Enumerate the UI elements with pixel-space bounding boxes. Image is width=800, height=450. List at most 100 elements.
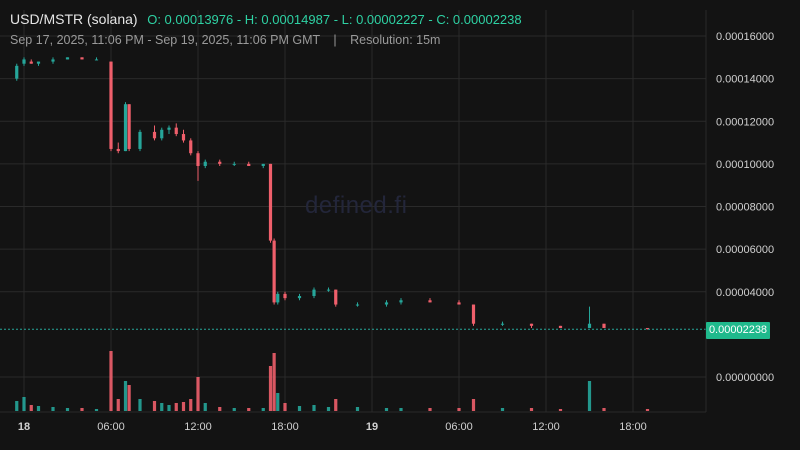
volume-bar [167,405,171,411]
volume-bar [268,366,273,411]
volume-bar [645,409,650,411]
volume-bar [384,408,389,411]
candle-body [645,327,650,330]
volume-bar [471,399,476,411]
candle-body [36,61,41,64]
volume-bar [123,381,128,411]
volume-bar [261,408,265,411]
resolution-label[interactable]: Resolution: 15m [350,33,441,47]
volume-bar [80,408,84,411]
y-tick-label: 0.00004000 [716,287,774,299]
volume-bar [29,405,33,411]
chart-subheader: Sep 17, 2025, 11:06 PM - Sep 19, 2025, 1… [10,33,440,47]
candle-body [232,163,236,165]
candle-body [276,293,280,303]
candle-body [94,59,99,61]
y-tick-label: 0.00008000 [716,202,774,214]
volume-bar [500,408,505,411]
ohlc-readout: O: 0.00013976 - H: 0.00014987 - L: 0.000… [147,12,522,27]
candle-body [127,104,131,149]
volume-bar [283,403,287,411]
candlesticks [15,57,650,330]
last-price-tag: 0.00002238 [706,322,770,339]
x-tick-label: 18 [18,421,30,433]
chart-grid [0,10,706,412]
volume-bar [203,403,207,411]
x-tick-label: 12:00 [532,421,560,433]
candle-body [203,161,207,167]
volume-bar [276,393,280,411]
candle-body [529,323,534,326]
time-axis[interactable]: 18 06:00 12:00 18:00 19 06:00 12:00 18:00 [18,421,647,433]
volume-bar [15,401,19,411]
candle-body [167,127,171,130]
volume-bar [232,408,236,411]
volume-bar [558,409,563,411]
y-tick-label: 0.00012000 [716,116,774,128]
volume-bar [109,351,113,411]
volume-bar [152,401,157,411]
volume-bar [22,397,26,411]
candle-body [261,163,265,167]
volume-bar [65,408,70,411]
y-tick-label: 0.00010000 [716,159,774,171]
candle-body [15,65,19,79]
candle-body [268,163,273,241]
candle-body [181,134,186,141]
volume-bar [457,408,461,411]
volume-bar [399,408,403,411]
y-tick-label: 0.00016000 [716,31,774,43]
chart-header: USD/MSTR (solana) O: 0.00013976 - H: 0.0… [10,11,522,27]
y-tick-label: 0.00000000 [716,372,774,384]
volume-bars [15,351,650,411]
candle-body [384,302,389,305]
volume-bar [312,405,316,411]
candle-body [587,323,592,328]
candle-body [196,153,200,167]
candle-body [558,325,563,328]
x-tick-label: 19 [366,421,378,433]
volume-bar [247,408,251,411]
pair-title[interactable]: USD/MSTR (solana) [10,11,138,27]
y-tick-label: 0.00014000 [716,74,774,86]
y-tick-label: 0.00006000 [716,244,774,256]
watermark-logo: defined.fi [305,192,408,219]
candle-body [123,104,128,152]
volume-bar [94,409,99,411]
candle-body [312,289,316,297]
x-tick-label: 18:00 [271,421,299,433]
volume-bar [326,407,331,411]
x-tick-label: 12:00 [184,421,212,433]
candle-body [80,57,84,60]
candle-body [65,57,70,60]
candle-body [247,163,251,167]
candle-body [51,59,55,62]
candle-body [500,323,505,325]
volume-bar [127,385,131,411]
volume-bar [334,399,338,411]
volume-bar [174,403,178,411]
volume-bar [189,399,193,411]
candle-body [218,161,222,164]
volume-bar [181,402,186,411]
volume-bar [196,377,200,411]
candle-body [189,140,193,154]
candle-body [457,302,461,305]
candle-body [116,148,120,152]
candle-body [297,296,302,299]
price-axis[interactable]: 0.00000000 0.00004000 0.00006000 0.00008000… [716,31,774,384]
volume-bar [355,407,360,411]
candle-body [355,304,360,306]
header-separator: | [333,33,337,47]
candle-body [29,61,33,64]
candle-body [334,289,338,305]
volume-bar [297,406,302,411]
volume-bar [428,408,432,411]
volume-bar [160,403,164,411]
candle-body [428,300,432,303]
candle-body [138,131,142,149]
x-tick-label: 06:00 [97,421,125,433]
candle-body [109,61,113,149]
volume-bar [36,406,41,411]
